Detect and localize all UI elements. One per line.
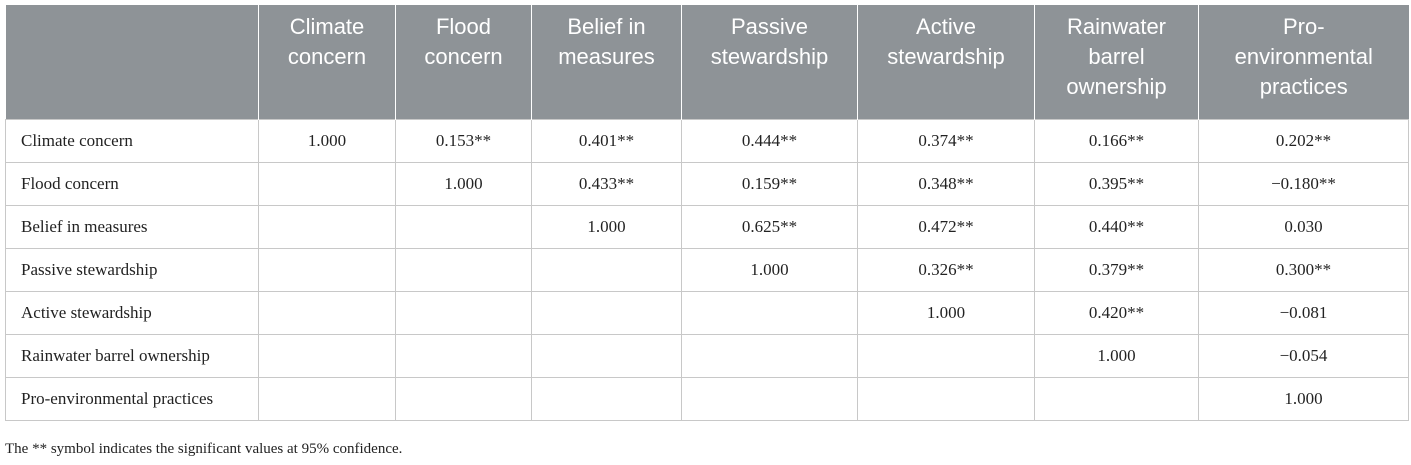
table-row: Flood concern 1.000 0.433** 0.159** 0.348** 0… — [5, 161, 1409, 206]
value-cell: 0.300** — [1198, 247, 1409, 292]
value-cell: 0.153** — [395, 118, 532, 163]
empty-cell — [258, 376, 396, 421]
value-cell: 0.395** — [1034, 161, 1199, 206]
row-label: Flood concern — [5, 161, 259, 206]
empty-cell — [531, 290, 682, 335]
footnote: The ** symbol indicates the significant … — [5, 441, 403, 457]
value-cell: 0.374** — [857, 118, 1035, 163]
row-label: Climate concern — [5, 118, 259, 163]
value-cell: 0.401** — [531, 118, 682, 163]
corner-cell — [5, 5, 259, 119]
value-cell: −0.180** — [1198, 161, 1409, 206]
table-row: Rainwater barrel ownership 1.000 −0.054 — [5, 333, 1409, 378]
table-body: Climate concern 1.000 0.153** 0.401** 0.444*… — [5, 118, 1409, 421]
table-row: Active stewardship 1.000 0.420** −0.081 — [5, 290, 1409, 335]
empty-cell — [531, 247, 682, 292]
value-cell: 1.000 — [1198, 376, 1409, 421]
empty-cell — [258, 161, 396, 206]
empty-cell — [681, 376, 858, 421]
empty-cell — [395, 333, 532, 378]
value-cell: −0.081 — [1198, 290, 1409, 335]
correlation-table: Climate concern Flood concern Belief in me… — [5, 5, 1409, 421]
table-row: Climate concern 1.000 0.153** 0.401** 0.444*… — [5, 118, 1409, 163]
empty-cell — [395, 204, 532, 249]
value-cell: −0.054 — [1198, 333, 1409, 378]
table-row: Belief in measures 1.000 0.625** 0.472** 0.4… — [5, 204, 1409, 249]
row-label: Belief in measures — [5, 204, 259, 249]
empty-cell — [258, 290, 396, 335]
empty-cell — [531, 376, 682, 421]
empty-cell — [681, 290, 858, 335]
empty-cell — [258, 204, 396, 249]
empty-cell — [258, 247, 396, 292]
empty-cell — [681, 333, 858, 378]
value-cell: 0.202** — [1198, 118, 1409, 163]
value-cell: 1.000 — [1034, 333, 1199, 378]
value-cell: 0.433** — [531, 161, 682, 206]
empty-cell — [395, 376, 532, 421]
value-cell: 0.420** — [1034, 290, 1199, 335]
value-cell: 0.440** — [1034, 204, 1199, 249]
value-cell: 0.625** — [681, 204, 858, 249]
empty-cell — [531, 333, 682, 378]
empty-cell — [857, 333, 1035, 378]
empty-cell — [857, 376, 1035, 421]
value-cell: 0.326** — [857, 247, 1035, 292]
empty-cell — [395, 290, 532, 335]
value-cell: 0.348** — [857, 161, 1035, 206]
empty-cell — [1034, 376, 1199, 421]
empty-cell — [395, 247, 532, 292]
column-header: Pro-environmental practices — [1198, 5, 1409, 119]
column-header: Passive stewardship — [681, 5, 858, 119]
value-cell: 0.472** — [857, 204, 1035, 249]
value-cell: 0.166** — [1034, 118, 1199, 163]
row-label: Passive stewardship — [5, 247, 259, 292]
value-cell: 1.000 — [395, 161, 532, 206]
value-cell: 1.000 — [857, 290, 1035, 335]
column-header: Belief in measures — [531, 5, 682, 119]
column-header: Flood concern — [395, 5, 532, 119]
column-header: Rainwater barrel ownership — [1034, 5, 1199, 119]
header-row: Climate concern Flood concern Belief in me… — [5, 5, 1409, 119]
empty-cell — [258, 333, 396, 378]
value-cell: 1.000 — [531, 204, 682, 249]
table-row: Pro-environmental practices 1.000 — [5, 376, 1409, 421]
value-cell: 0.030 — [1198, 204, 1409, 249]
table-row: Passive stewardship 1.000 0.326** 0.379** 0.… — [5, 247, 1409, 292]
table-wrap: Climate concern Flood concern Belief in me… — [5, 5, 1409, 421]
row-label: Active stewardship — [5, 290, 259, 335]
row-label: Rainwater barrel ownership — [5, 333, 259, 378]
value-cell: 0.379** — [1034, 247, 1199, 292]
value-cell: 0.444** — [681, 118, 858, 163]
value-cell: 1.000 — [258, 118, 396, 163]
value-cell: 0.159** — [681, 161, 858, 206]
column-header: Active stewardship — [857, 5, 1035, 119]
column-header: Climate concern — [258, 5, 396, 119]
row-label: Pro-environmental practices — [5, 376, 259, 421]
value-cell: 1.000 — [681, 247, 858, 292]
